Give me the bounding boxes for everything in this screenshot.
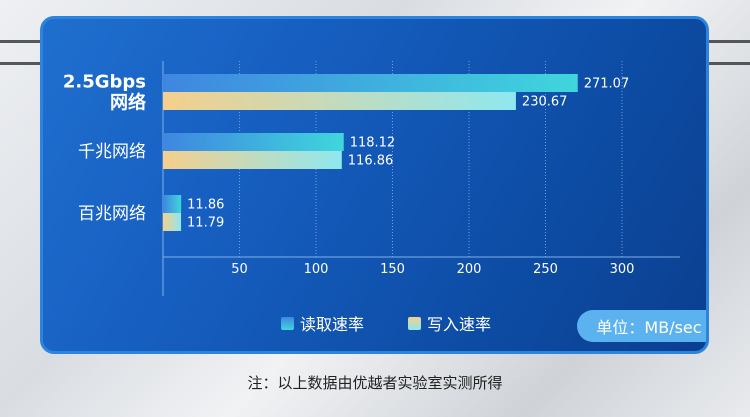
bar-write (163, 213, 182, 231)
category-label: 千兆网络 (78, 142, 146, 162)
x-tick-label: 200 (457, 262, 482, 277)
bar-write (163, 92, 516, 110)
unit-badge: 单位：MB/sec (577, 310, 706, 342)
data-label: 11.86 (187, 198, 224, 213)
x-tick-label: 150 (380, 262, 405, 277)
legend-write-label: 写入速率 (427, 315, 492, 334)
x-tick-label: 250 (533, 262, 558, 277)
bar-read (163, 133, 344, 151)
x-tick-label: 50 (231, 262, 248, 277)
data-label: 271.07 (584, 77, 630, 92)
bar-write (163, 151, 342, 169)
category-label: 百兆网络 (78, 204, 146, 224)
legend-read-swatch (281, 316, 294, 330)
x-tick-label: 100 (304, 262, 329, 277)
data-label: 11.79 (187, 216, 224, 231)
chart-panel: 50 100 150 200 250 300 2.5Gbps 网络 271.07 230.67 千兆… (40, 16, 709, 354)
bar-read (163, 195, 182, 213)
legend-write: 写入速率 (408, 311, 491, 335)
legend-read-label: 读取速率 (300, 315, 365, 334)
legend-read: 读取速率 (281, 311, 364, 335)
category-label: 2.5Gbps (63, 72, 146, 93)
data-label: 230.67 (522, 95, 568, 110)
category-label: 网络 (110, 92, 146, 114)
footnote: 注：以上数据由优越者实验室实测所得 (247, 374, 503, 392)
bar-read (163, 74, 578, 92)
x-tick-label: 300 (610, 262, 635, 277)
data-label: 118.12 (350, 136, 396, 151)
data-label: 116.86 (348, 154, 394, 169)
legend-write-swatch (408, 316, 421, 330)
